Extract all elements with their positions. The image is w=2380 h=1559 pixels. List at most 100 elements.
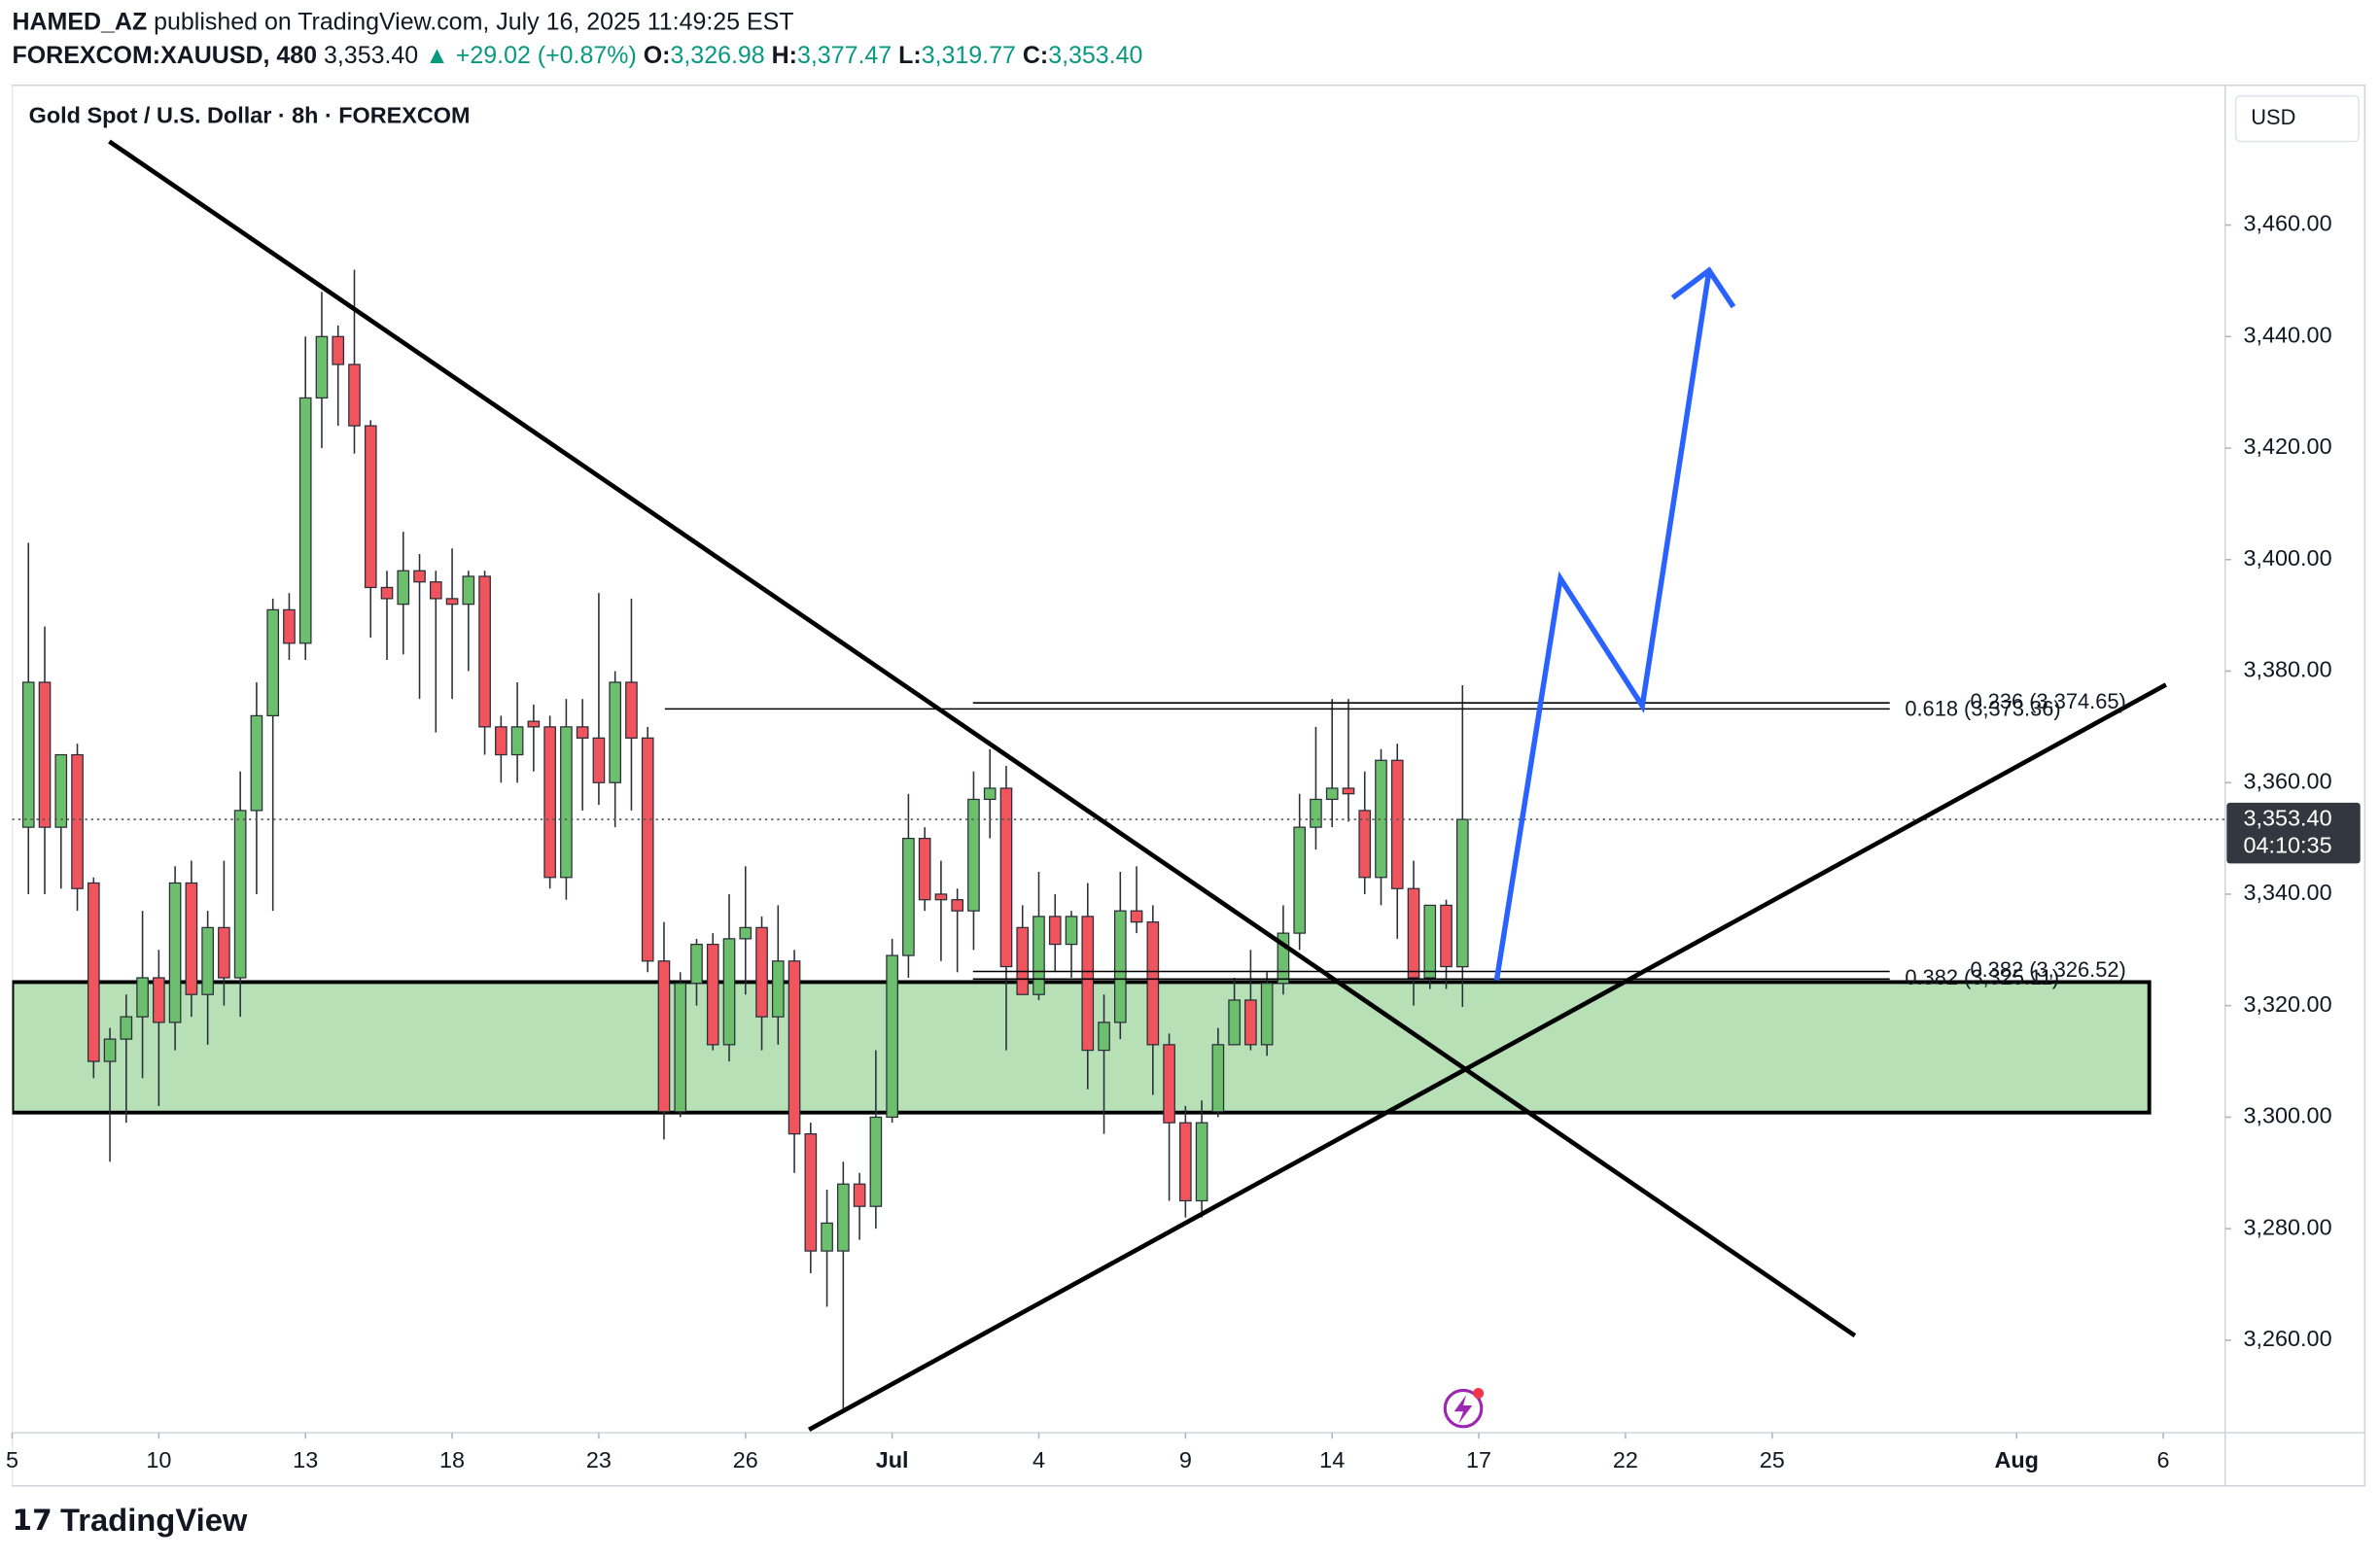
candle-body [136,977,149,1018]
y-tick-label: 3,280.00 [2243,1214,2331,1239]
l-label: L: [898,42,922,69]
symbol: FOREXCOM:XAUUSD, 480 [12,42,317,69]
y-tick-label: 3,420.00 [2243,433,2331,459]
candle-body [348,364,361,427]
last: 3,353.40 [324,42,418,69]
y-tick-label: 3,380.00 [2243,657,2331,682]
y-tick-label: 3,360.00 [2243,768,2331,793]
candle-body [1065,916,1078,946]
chart-frame [11,84,2366,1487]
x-tick-label: 4 [1032,1447,1045,1472]
candle-body [722,938,736,1046]
candle-body [951,899,964,912]
candle-body [445,598,459,606]
fib-label: 0.236 (3,374.65) [1970,689,2125,713]
x-tick-label: 22 [1613,1447,1638,1472]
event-icon[interactable] [1443,1388,1484,1429]
candle-body [1293,826,1307,934]
candle-body [266,608,280,717]
candle-body [1260,983,1274,1046]
event-bolt [1453,1395,1473,1424]
published: published on TradingView.com, July 16, 2… [154,8,793,35]
candle-body [283,608,296,644]
candle-body [1244,999,1257,1046]
candle-body [1455,818,1469,968]
fib-label: 0.382 (3,326.52) [1970,957,2125,982]
candle-body [902,837,915,956]
candle-body [625,681,638,739]
candle-body [1179,1122,1192,1202]
candle-body [1211,1044,1225,1113]
y-tick-label: 3,460.00 [2243,211,2331,236]
support-zone [12,980,2152,1115]
candle-body [560,726,573,879]
projection-arrowhead [1670,266,1736,309]
fib-label: 0.618 (3,373.36) [1905,697,2060,721]
candle-body [527,720,541,728]
candle-body [495,726,508,756]
candle-body [429,581,442,600]
brand: 𝟭𝟳 TradingView [12,1502,247,1538]
x-tick-label: 26 [733,1447,758,1472]
x-tick-label: 18 [439,1447,465,1472]
x-tick-label: 6 [2157,1447,2170,1472]
candle-body [1048,916,1062,946]
candle-body [1146,921,1160,1046]
candle-body [462,575,475,606]
candle-body [657,960,671,1113]
x-tick-label: 9 [1179,1447,1192,1472]
candle-body [1130,910,1143,923]
h: 3,377.47 [797,42,892,69]
o: 3,326.98 [670,42,764,69]
drawings [12,980,2152,1115]
candle-body [1016,926,1030,995]
candle-body [1163,1044,1175,1124]
candle-body [609,681,622,783]
candle-body [821,1222,833,1252]
last-price-box [2226,802,2361,864]
candle-body [1358,810,1372,879]
candle-body [478,575,491,728]
candle-body [869,1116,883,1207]
candle-body [1342,787,1355,795]
x-tick-label: 17 [1466,1447,1491,1472]
candle-body [1113,910,1127,1023]
candle-body [168,882,182,1023]
candle-body [1310,798,1322,828]
candle-body [1228,999,1241,1046]
candle-body [543,726,556,879]
candle-body [967,798,980,912]
candle-body [999,787,1013,968]
brand-logo: 𝟭𝟳 [12,1505,60,1537]
y-tick-label: 3,300.00 [2243,1103,2331,1128]
candle-body [1325,787,1339,801]
candle-body [739,926,752,940]
x-tick-label: Aug [1994,1447,2039,1472]
l: 3,319.77 [922,42,1016,69]
x-tick-label: Jul [876,1447,909,1472]
candle-body [641,737,654,962]
drawings-over [108,139,2167,1433]
x-tick-label: 23 [586,1447,612,1472]
candle-body [934,893,948,901]
candle-body [1423,904,1437,979]
chart-title: Gold Spot / U.S. Dollar · 8h · FOREXCOM [29,103,471,128]
candle-body [1098,1022,1110,1052]
x-tick-label: 13 [293,1447,318,1472]
candle-body [332,335,345,365]
c-label: C: [1023,42,1048,69]
fib-label: 0.382 (3,325.11) [1905,965,2059,989]
candle-body [397,570,410,606]
candle-body [1440,904,1452,968]
up-trendline [808,682,2167,1433]
candle-body [38,681,52,828]
candle-body [21,681,35,828]
candle-body [1195,1122,1208,1202]
x-tick-label: 5 [6,1447,18,1472]
candle-body [1375,759,1387,879]
left-margin [0,85,13,1486]
currency-box[interactable] [2234,94,2360,143]
candle-body [1407,887,1420,979]
